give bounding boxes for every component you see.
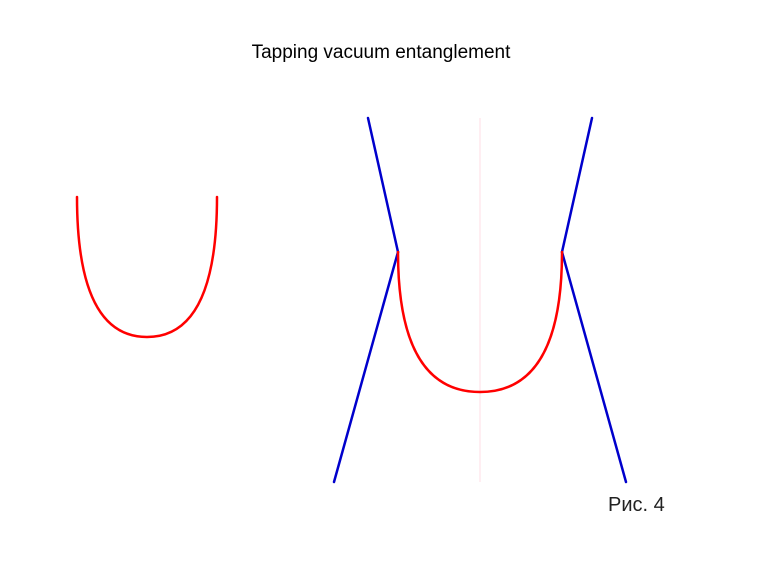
blue-line-3 [562,118,592,252]
figure-caption: Рис. 4 [608,494,665,517]
left-parabola [77,197,217,337]
diagram-svg [0,0,762,569]
blue-line-0 [334,252,398,482]
blue-line-2 [562,252,626,482]
blue-line-1 [368,118,398,252]
caption-text: Рис. 4 [608,494,665,516]
